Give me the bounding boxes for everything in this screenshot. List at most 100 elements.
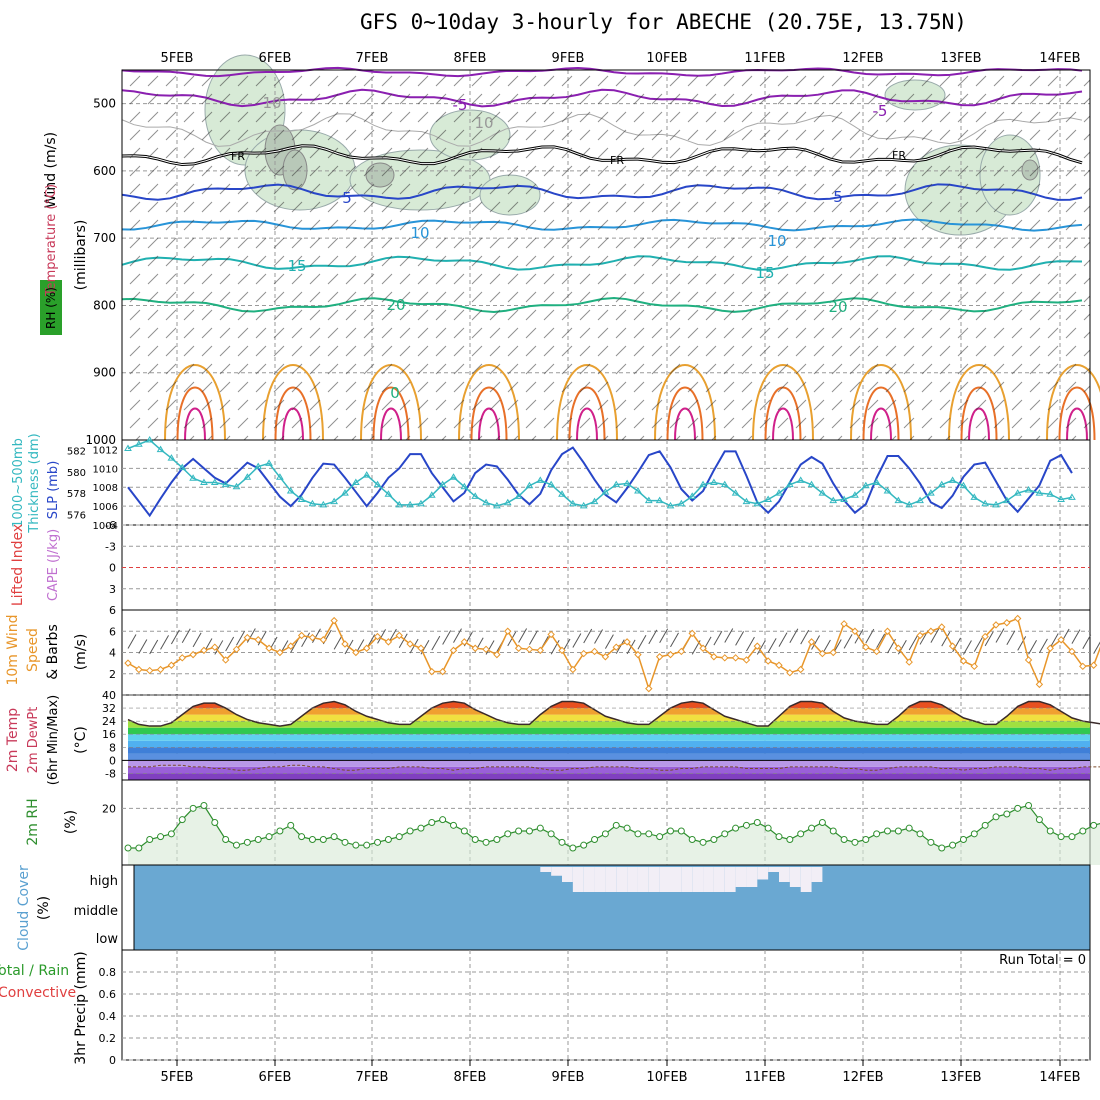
wind10-marker <box>731 654 740 662</box>
thickness-marker <box>720 480 729 488</box>
wind10-marker <box>590 647 599 656</box>
isotherm-label: 5 <box>342 189 352 207</box>
thickness-marker <box>547 480 556 488</box>
cloud-high-gap <box>594 867 606 892</box>
upper-ylabel-rh: RH (%) <box>44 287 58 329</box>
rh2m-marker <box>341 838 349 846</box>
rh2m-marker <box>450 821 457 829</box>
rh2m-marker <box>482 838 490 846</box>
wind10-marker <box>829 648 837 657</box>
wind10-marker <box>135 665 143 674</box>
wind10-marker <box>493 650 501 659</box>
cape-ylabel-li: Lifted Index <box>10 524 26 606</box>
upper-y-tick: 600 <box>93 164 116 178</box>
x-label-bottom: 12FEB <box>842 1070 883 1085</box>
upper-y-tick: 1000 <box>85 433 116 447</box>
rh2m-marker <box>254 836 262 843</box>
thickness-marker <box>829 496 838 504</box>
thickness-marker <box>623 479 631 487</box>
wind10-barb <box>1082 634 1092 649</box>
rh2m-marker <box>406 827 414 835</box>
rh2m-marker <box>710 836 718 843</box>
precip-frame <box>121 949 1091 1061</box>
temp-band <box>128 747 1090 754</box>
wind10-barb <box>572 633 582 648</box>
wind10-barb <box>333 635 343 650</box>
rh2m-marker <box>601 830 609 838</box>
rh2m-marker <box>775 833 783 841</box>
rh2m-marker <box>591 836 599 843</box>
thickness-marker <box>395 500 404 508</box>
rh2m-marker <box>851 838 859 846</box>
thickness-marker <box>601 488 610 495</box>
cloud-high-gap <box>627 867 638 892</box>
wind10-barb <box>637 634 647 650</box>
freezing-label: FR <box>892 149 906 162</box>
wind10-marker <box>905 658 913 666</box>
wind10-marker <box>699 644 707 652</box>
cloud-high-gap <box>659 867 671 892</box>
thickness-marker <box>384 490 393 497</box>
upper-ylabel-wind: Wind (m/s) <box>43 132 59 208</box>
wind10-marker <box>362 644 371 652</box>
temp-ylabel2: 2m DewPt <box>26 707 41 774</box>
thickness-tick: 582 <box>67 447 86 458</box>
x-label-bottom: 5FEB <box>161 1070 194 1085</box>
thickness-marker <box>145 436 154 443</box>
rh2m-marker <box>178 816 186 824</box>
wind10-marker <box>786 668 794 677</box>
thickness-marker <box>655 496 664 504</box>
thickness-marker <box>742 497 751 505</box>
wind10-marker <box>124 659 132 667</box>
thickness-marker <box>156 445 165 453</box>
wind10-marker <box>449 646 458 655</box>
x-label-top: 13FEB <box>940 51 981 66</box>
rh2m-marker <box>558 838 566 846</box>
rh2m-marker <box>699 838 707 846</box>
rh2m-marker <box>884 827 891 835</box>
wind10-ylabel3: & Barbs <box>45 624 61 680</box>
thickness-marker <box>482 498 490 506</box>
thickness-marker <box>124 444 132 451</box>
thickness-marker <box>1024 485 1033 493</box>
rh2m-marker <box>417 824 425 832</box>
thickness-marker <box>503 498 512 506</box>
upper-ylabel-temp: Temperature (°C) <box>44 184 59 297</box>
temp-ylabel3: (6hr Min/Max) <box>46 695 61 785</box>
wind10-barb <box>1071 629 1081 644</box>
cloud-edge <box>121 864 135 951</box>
thickness-marker <box>189 474 197 481</box>
thickness-marker <box>764 495 773 502</box>
wind10-marker <box>525 645 534 654</box>
cloud-level-label: high <box>90 874 118 889</box>
wind10-marker <box>406 640 414 648</box>
thickness-marker <box>254 462 263 470</box>
thickness-marker <box>1046 490 1055 497</box>
isotherm-label: -5 <box>873 102 888 120</box>
wind10-ylabel2: Speed <box>25 628 41 672</box>
wind10-marker <box>807 638 816 646</box>
isotherm-label: 15 <box>287 257 306 275</box>
rh2m-marker <box>515 827 523 835</box>
isotherm-label: 10 <box>262 94 281 112</box>
wind10-barb <box>192 632 202 648</box>
wind10-barb <box>648 629 658 645</box>
cape-ylabel-cape: CAPE (J/kg) <box>46 529 61 601</box>
wind10-barb <box>518 628 528 643</box>
rh2m-marker <box>916 830 924 838</box>
x-label-top: 5FEB <box>161 51 194 66</box>
rh2m-marker <box>992 813 1000 821</box>
thickness-marker <box>276 473 284 480</box>
cloud-level-label: middle <box>74 904 118 919</box>
wind10-marker <box>992 621 1000 629</box>
wind10-barb <box>984 631 994 647</box>
cloud-high-gap <box>768 867 779 872</box>
temp-y-tick: 32 <box>102 702 116 715</box>
wind10-marker <box>460 638 469 646</box>
upper-y-tick: 500 <box>93 97 116 111</box>
wind10-barb <box>746 636 755 652</box>
rh2m-marker <box>211 819 219 826</box>
wind10-marker <box>677 647 686 656</box>
rh2m-marker <box>1025 802 1033 809</box>
